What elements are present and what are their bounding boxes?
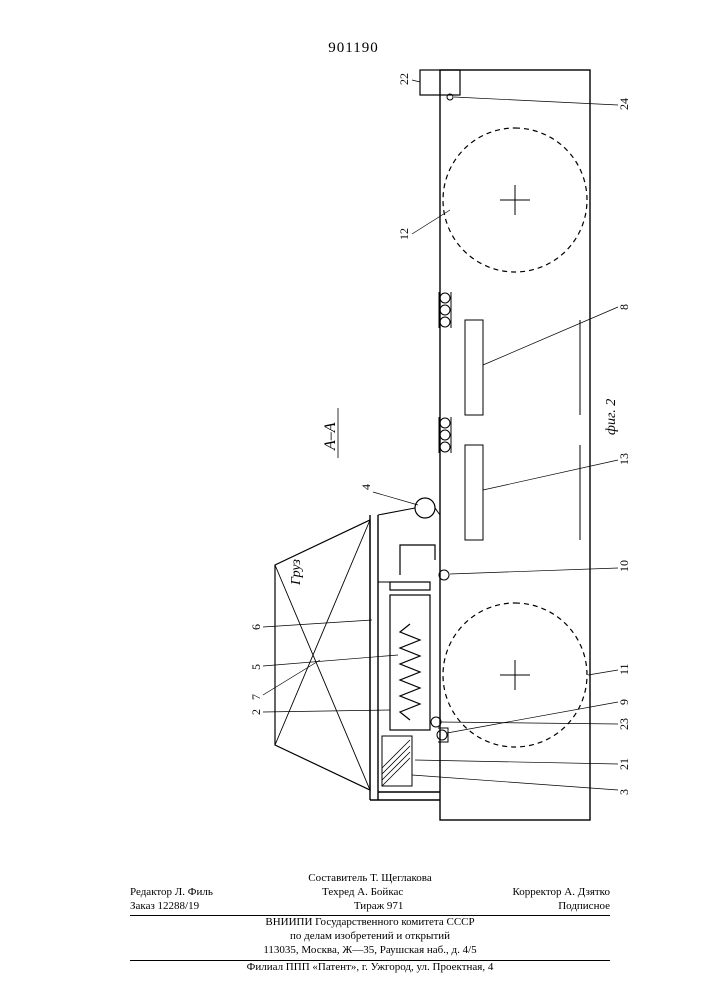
footer-compiler: Составитель Т. Щеглакова <box>130 872 610 886</box>
figure-diagram: А–А Груз фиг. 2 7 6 5 2 4 3 <box>0 0 707 1000</box>
rail-slot-left <box>465 445 483 540</box>
spring-housing <box>390 595 430 730</box>
footer-signed: Подписное <box>558 900 610 914</box>
wheel-left <box>443 603 587 747</box>
footer-addr2: Филиал ППП «Патент», г. Ужгород, ул. Про… <box>130 961 610 975</box>
roller-4 <box>415 498 435 518</box>
callout-7: 7 <box>249 694 263 700</box>
callout-8: 8 <box>617 304 631 310</box>
footer-order: Заказ 12288/19 <box>130 900 199 914</box>
callout-2: 2 <box>249 709 263 715</box>
footer-org1: ВНИИПИ Государственного комитета СССР <box>130 916 610 930</box>
footer-editor: Редактор Л. Филь <box>130 886 213 900</box>
footer-tirage: Тираж 971 <box>354 900 404 914</box>
wheel-right <box>443 128 587 272</box>
callout-12: 12 <box>397 228 411 240</box>
callout-23: 23 <box>617 718 631 730</box>
callout-4: 4 <box>359 484 373 490</box>
callout-11: 11 <box>617 663 631 675</box>
callout-21: 21 <box>617 758 631 770</box>
footer-corrector: Корректор А. Дзятко <box>512 886 610 900</box>
footer-org2: по делам изобретений и открытий <box>130 930 610 944</box>
footer-tech: Техред А. Бойкас <box>322 886 403 900</box>
rail-slot-right <box>465 320 483 415</box>
callout-22: 22 <box>397 73 411 85</box>
page: 901190 <box>0 0 707 1000</box>
footer-block: Составитель Т. Щеглакова Редактор Л. Фил… <box>130 872 610 974</box>
callout-6: 6 <box>249 624 263 630</box>
plunger-post <box>390 582 430 590</box>
footer-addr1: 113035, Москва, Ж—35, Раушская наб., д. … <box>130 944 610 961</box>
chassis-frame <box>440 70 590 820</box>
spring-element <box>400 624 420 720</box>
callout-5: 5 <box>249 664 263 670</box>
section-label: А–А <box>322 422 339 451</box>
sensor-9 <box>437 728 448 742</box>
callout-9: 9 <box>617 699 631 705</box>
figure-label: фиг. 2 <box>604 399 619 435</box>
cargo-label: Груз <box>289 559 304 586</box>
chain-module-2 <box>439 292 451 328</box>
callout-24: 24 <box>617 98 631 110</box>
callout-10: 10 <box>617 560 631 572</box>
platform-assembly <box>370 498 449 800</box>
chain-module-1 <box>439 417 451 453</box>
callout-13: 13 <box>617 453 631 465</box>
callout-3: 3 <box>617 789 631 795</box>
